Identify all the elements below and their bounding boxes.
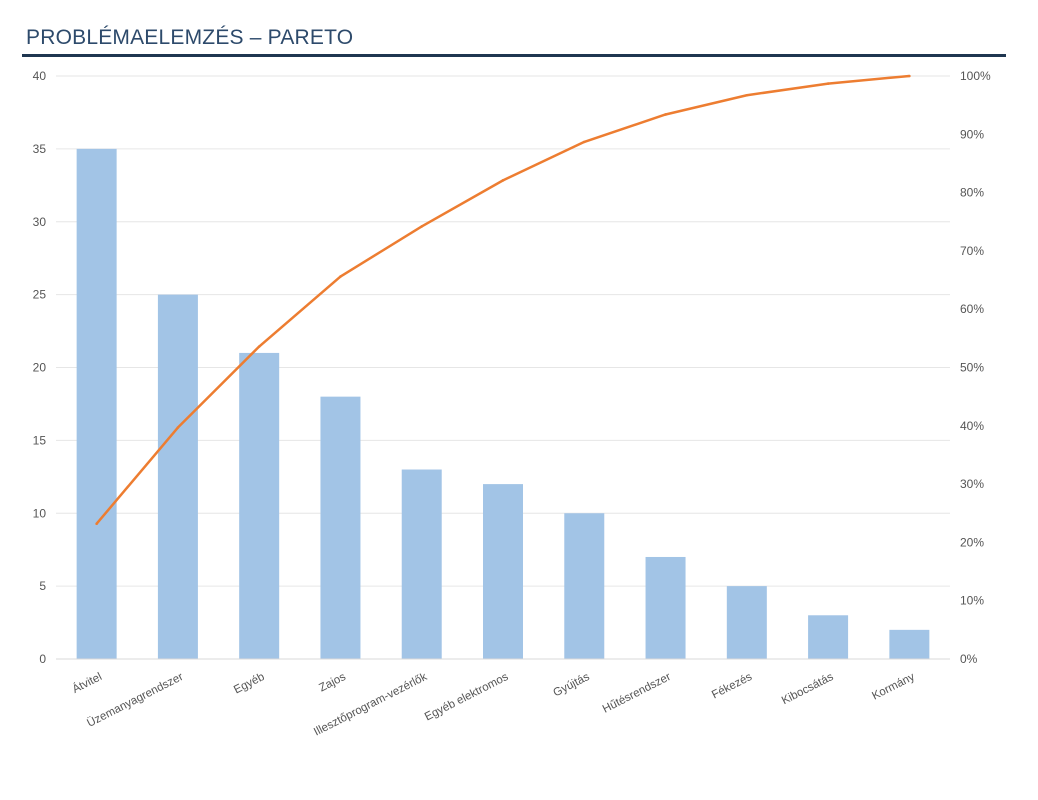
line-point [745, 93, 749, 97]
y-tick-label: 0 [39, 652, 46, 666]
bar [239, 352, 280, 659]
category-label: Átvitel [70, 670, 104, 696]
grid-lines [56, 75, 950, 587]
page-title: PROBLÉMAELEMZÉS – PARETO [26, 26, 354, 49]
cumulative-line-series [95, 74, 911, 526]
category-label: Kormány [870, 671, 917, 703]
line-point [908, 74, 911, 78]
y-tick-label: 25 [33, 288, 47, 302]
line-point [176, 426, 180, 429]
line-point [664, 113, 667, 116]
category-label: Gyújtás [551, 671, 591, 700]
bar [76, 148, 117, 659]
y-tick-label: 30 [33, 215, 47, 229]
line-point [95, 522, 98, 526]
y2-tick-label: 0% [960, 652, 978, 666]
bar [726, 586, 767, 659]
y2-tick-label: 30% [960, 477, 984, 491]
y-tick-label: 40 [33, 69, 47, 83]
bar-series [76, 148, 930, 659]
y-tick-label: 35 [33, 142, 47, 156]
y2-tick-label: 90% [960, 127, 984, 141]
y-tick-label: 5 [39, 579, 46, 593]
bar [157, 294, 198, 659]
y2-tick-label: 60% [960, 302, 984, 316]
y2-tick-label: 70% [960, 244, 984, 258]
title-divider [22, 54, 1006, 57]
bar [483, 484, 523, 659]
y2-tick-label: 10% [960, 594, 984, 608]
bar [564, 513, 605, 659]
y2-tick-label: 40% [960, 419, 984, 433]
category-label: Egyéb [232, 671, 267, 696]
line-point [826, 82, 830, 85]
line-point [420, 225, 424, 228]
category-label: Hűtésrendszer [601, 671, 673, 716]
bar [889, 629, 930, 659]
y2-tick-label: 50% [960, 361, 984, 375]
category-label: Zajos [317, 671, 348, 695]
cumulative-line [95, 74, 910, 525]
bar [645, 556, 686, 659]
line-point [501, 179, 505, 182]
y-tick-label: 15 [33, 433, 47, 447]
category-label: Kibocsátás [780, 671, 836, 707]
y2-tick-label: 100% [960, 69, 991, 83]
y2-tick-label: 80% [960, 186, 984, 200]
line-point [339, 275, 342, 278]
category-label: Fékezés [710, 671, 754, 702]
bar [401, 469, 442, 659]
category-label: Egyéb elektromos [423, 671, 511, 724]
bar [320, 396, 361, 659]
bar [808, 615, 849, 659]
y-tick-label: 10 [33, 506, 47, 520]
y-tick-label: 20 [33, 361, 47, 375]
line-point [582, 140, 586, 144]
line-point [257, 345, 261, 348]
y2-tick-label: 20% [960, 535, 984, 549]
